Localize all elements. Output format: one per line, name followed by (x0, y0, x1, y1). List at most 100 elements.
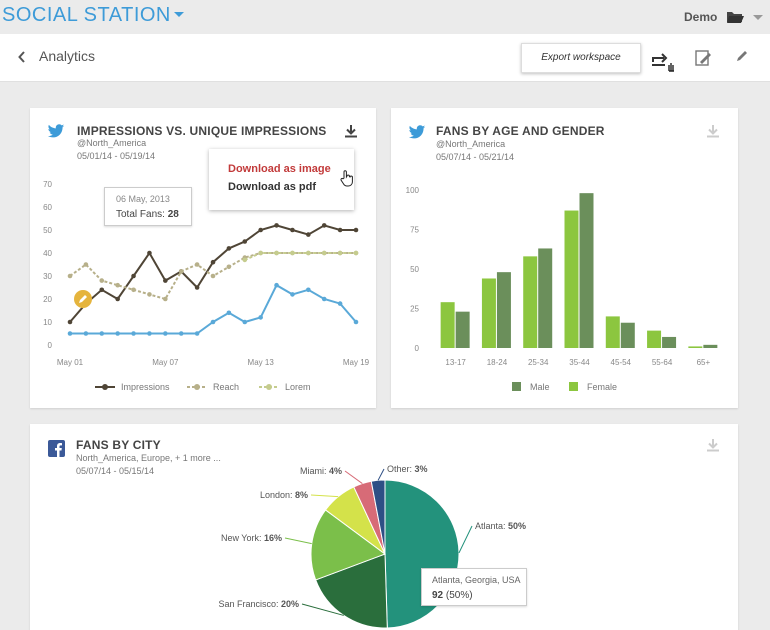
data-point (194, 331, 200, 336)
user-name[interactable]: Demo (684, 10, 718, 24)
folder-icon[interactable] (726, 10, 744, 24)
y-tick-label: 50 (43, 226, 52, 235)
y-tick-label: 25 (410, 305, 419, 314)
x-tick-label: 35-44 (569, 358, 590, 367)
series-line (244, 252, 356, 261)
card-title: IMPRESSIONS VS. UNIQUE IMPRESSIONS (77, 124, 327, 138)
data-point (306, 287, 311, 293)
age-gender-bar-chart: 0 25 50 75 100 13-17 18-24 25-34 35-44 45-54 55-64… (406, 186, 718, 392)
data-point (115, 296, 120, 302)
bar (579, 193, 594, 348)
data-point (290, 250, 295, 256)
data-point (353, 227, 359, 233)
pie-tooltip-value: 92 (432, 590, 444, 601)
card-account: @North_America (436, 139, 506, 149)
bar (481, 278, 496, 348)
fans-by-city-pie-chart: Atlanta: 50% San Francisco: 20% New York: … (218, 464, 526, 629)
data-point (258, 315, 263, 320)
data-point (99, 331, 105, 336)
x-tick-label: 13-17 (445, 358, 466, 367)
y-tick-label: 0 (415, 344, 420, 353)
download-image-option[interactable]: Download as image (228, 163, 331, 175)
share-icon[interactable] (651, 49, 677, 75)
twitter-icon (408, 125, 426, 139)
download-icon[interactable] (706, 124, 720, 138)
pie-tooltip-value-line: 92 (50%) (432, 590, 473, 601)
bar (703, 344, 718, 348)
x-tick-label: May 19 (343, 358, 370, 367)
pie-leader-line (310, 494, 339, 498)
download-icon[interactable] (706, 438, 720, 452)
annotation-icon[interactable] (73, 289, 93, 309)
hand-cursor-icon (340, 170, 353, 187)
data-point (242, 239, 248, 244)
pie-label: Miami: 4% (300, 466, 342, 476)
pie-leader-line (377, 468, 385, 481)
bar (455, 311, 470, 348)
data-point (321, 296, 327, 302)
download-pdf-option[interactable]: Download as pdf (228, 181, 316, 193)
data-point (147, 292, 152, 297)
download-icon[interactable] (344, 124, 358, 138)
y-tick-label: 75 (410, 226, 419, 235)
pie-slice (315, 553, 388, 629)
legend-swatch (512, 382, 521, 391)
card-date-range: 05/07/14 - 05/21/14 (436, 152, 515, 162)
pie-leader-line (284, 537, 312, 545)
data-point (337, 250, 343, 256)
card-date-range: 05/07/14 - 05/15/14 (76, 466, 155, 476)
data-point (83, 262, 89, 267)
data-point (99, 278, 105, 283)
user-menu-chevron-icon[interactable] (753, 15, 763, 20)
pie-leader-line (458, 525, 473, 554)
legend-label: Impressions (121, 382, 170, 392)
data-point (242, 257, 248, 263)
data-point (258, 227, 263, 233)
data-point (353, 250, 359, 256)
data-point (274, 223, 279, 228)
legend-swatch (569, 382, 578, 391)
brand-title[interactable]: SOCIAL STATION (2, 4, 171, 26)
legend-label: Male (530, 382, 550, 392)
bar (647, 330, 662, 348)
data-point (67, 273, 73, 279)
y-tick-label: 0 (48, 341, 53, 350)
bar (662, 336, 677, 348)
data-point (226, 310, 232, 316)
x-tick-label: 45-54 (611, 358, 632, 367)
x-tick-label: 65+ (697, 358, 711, 367)
pie-label: Other: 3% (387, 464, 428, 474)
data-point (163, 278, 168, 283)
pie-slice (370, 479, 386, 555)
tooltip-value-line: Total Fans: 28 (116, 209, 179, 220)
data-point (210, 259, 216, 265)
pencil-icon[interactable] (735, 49, 749, 63)
data-point (163, 296, 168, 302)
data-point (306, 232, 311, 237)
chevron-down-icon[interactable] (174, 12, 184, 17)
data-point (274, 282, 279, 288)
bar (496, 272, 511, 348)
x-tick-label: May 07 (152, 358, 179, 367)
bar (564, 210, 579, 348)
bar (538, 248, 553, 348)
download-menu: Download as image Download as pdf (209, 149, 354, 210)
data-point (163, 331, 168, 336)
edit-document-icon[interactable] (694, 49, 712, 67)
card-account: @North_America (77, 138, 147, 148)
data-point (321, 223, 327, 228)
data-point (306, 250, 311, 256)
bar (688, 346, 703, 348)
y-tick-label: 10 (43, 318, 52, 327)
pie-tooltip-pct: (50%) (445, 590, 473, 601)
data-point (194, 262, 200, 267)
data-point (131, 287, 136, 293)
export-workspace-button[interactable]: Export workspace (521, 43, 641, 73)
tooltip-label: Total Fans: (116, 209, 165, 220)
data-point (210, 319, 216, 325)
pie-leader-line (344, 470, 363, 484)
y-tick-label: 70 (43, 180, 52, 189)
card-account: North_America, Europe, + 1 more ... (76, 453, 221, 463)
back-icon[interactable] (18, 50, 26, 64)
legend-label: Reach (213, 382, 239, 392)
